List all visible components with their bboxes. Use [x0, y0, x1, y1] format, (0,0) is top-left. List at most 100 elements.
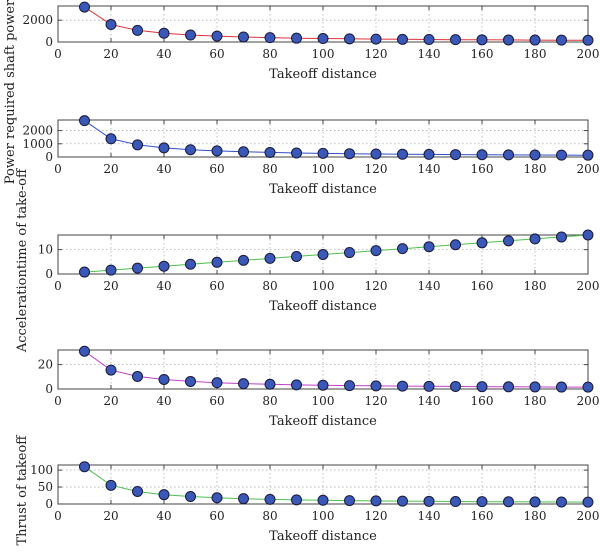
x-tick-label: 20: [103, 47, 118, 61]
data-point: [291, 494, 302, 506]
x-tick-label: 80: [262, 509, 277, 523]
x-tick-label: 160: [471, 47, 494, 61]
data-point: [476, 34, 488, 46]
data-point: [291, 32, 302, 44]
x-tick-label: 40: [156, 509, 171, 523]
data-point: [450, 149, 461, 161]
data-point: [264, 378, 276, 390]
data-point: [529, 233, 541, 245]
data-point: [503, 381, 514, 393]
data-point: [370, 33, 382, 45]
chart-panels: 0 20 40 60 80 100 120 140 160 180 20002000Takeoff …: [15, 1, 600, 546]
x-tick-label: 140: [418, 279, 441, 293]
chart-panel-1: 0 20 40 60 80 100 120 140 160 180 20002000Takeoff …: [22, 1, 600, 82]
data-point: [370, 495, 382, 507]
data-point: [105, 133, 117, 145]
x-tick-label: 160: [471, 394, 494, 408]
data-point: [132, 370, 143, 382]
data-point: [317, 249, 329, 260]
x-tick-label: 100: [312, 394, 335, 408]
data-point: [158, 142, 170, 154]
x-axis-label: Takeoff distance: [269, 67, 377, 82]
data-point: [476, 149, 488, 161]
x-tick-label: 180: [524, 162, 547, 176]
data-point: [423, 495, 435, 507]
x-tick-label: 140: [418, 162, 441, 176]
x-tick-label: 140: [418, 394, 441, 408]
x-tick-label: 120: [365, 394, 388, 408]
x-tick-label: 120: [365, 162, 388, 176]
data-point: [370, 148, 382, 160]
data-point: [450, 239, 461, 251]
data-point: [317, 33, 329, 45]
data-point: [238, 493, 249, 505]
data-point: [476, 237, 488, 249]
x-tick-label: 180: [524, 47, 547, 61]
x-tick-label: 160: [471, 162, 494, 176]
x-tick-label: 200: [577, 509, 600, 523]
chart-panel-3: 0 20 40 60 80 100 120 140 160 180 200 0 10 Takeoff di…: [15, 167, 599, 353]
data-point: [238, 31, 249, 43]
x-tick-label: 0: [54, 47, 62, 61]
x-tick-label: 40: [156, 162, 171, 176]
data-point: [211, 377, 223, 389]
data-point: [132, 485, 143, 497]
data-point: [211, 256, 223, 268]
data-point: [185, 144, 196, 156]
data-point: [450, 34, 461, 46]
x-tick-label: 200: [577, 47, 600, 61]
y-axis-label: Thrust of takeoff: [15, 434, 30, 546]
y-tick-label: 0: [45, 35, 53, 49]
x-tick-label: 20: [103, 509, 118, 523]
data-point: [79, 115, 90, 127]
data-point: [79, 345, 90, 357]
x-tick-label: 20: [103, 394, 118, 408]
x-tick-label: 100: [312, 47, 335, 61]
data-point: [238, 378, 249, 390]
data-point: [423, 380, 435, 392]
data-point: [185, 29, 196, 41]
x-tick-label: 60: [209, 509, 224, 523]
data-point: [238, 254, 249, 266]
x-axis-label: Takeoff distance: [269, 529, 377, 544]
data-point: [423, 148, 435, 160]
x-tick-label: 160: [471, 279, 494, 293]
data-point: [344, 33, 355, 45]
data-point: [529, 496, 541, 508]
x-tick-label: 120: [365, 47, 388, 61]
data-point: [529, 34, 541, 46]
data-point: [397, 380, 408, 392]
data-point: [238, 146, 249, 158]
data-point: [503, 496, 514, 508]
data-point: [158, 373, 170, 385]
x-tick-label: 60: [209, 162, 224, 176]
x-tick-label: 200: [577, 162, 600, 176]
x-tick-label: 140: [418, 47, 441, 61]
data-point: [344, 495, 355, 507]
data-point: [582, 229, 594, 241]
data-point: [264, 146, 276, 158]
x-tick-label: 80: [262, 279, 277, 293]
data-point: [556, 231, 567, 243]
data-point: [317, 494, 329, 506]
x-tick-label: 120: [365, 279, 388, 293]
y-tick-label: 2000: [22, 13, 53, 27]
data-point: [556, 34, 567, 46]
data-point: [132, 24, 143, 36]
data-point: [397, 243, 408, 255]
data-point: [317, 379, 329, 391]
data-point: [503, 34, 514, 46]
y-tick-label: 1000: [22, 137, 53, 151]
data-point: [423, 241, 435, 253]
x-tick-label: 180: [524, 279, 547, 293]
x-tick-label: 0: [54, 509, 62, 523]
shared-y-axis-label: Power required shaft power: [3, 0, 18, 184]
data-point: [397, 148, 408, 160]
chart-panel-2: 0 20 40 60 80 100 120 140 160 180 200010002000Take…: [22, 115, 600, 197]
data-point: [582, 149, 594, 161]
x-axis-label: Takeoff distance: [269, 414, 377, 429]
data-point: [158, 489, 170, 501]
data-point: [344, 380, 355, 392]
data-point: [397, 495, 408, 507]
